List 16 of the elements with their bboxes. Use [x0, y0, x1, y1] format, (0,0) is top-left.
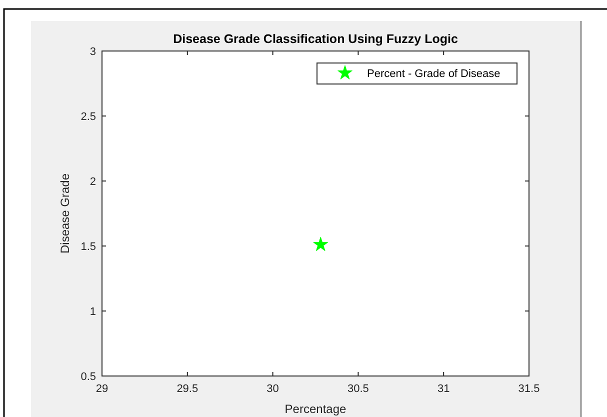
x-tick-label: 29	[96, 383, 108, 395]
x-tick-label: 31.5	[518, 383, 540, 395]
x-axis-title: Percentage	[284, 402, 347, 416]
x-tick-label: 30	[266, 383, 279, 395]
x-tick-label: 30.5	[347, 383, 369, 395]
y-axis-title: Disease Grade	[58, 173, 72, 254]
y-tick-label: 1	[90, 306, 96, 318]
x-tick-label: 29.5	[176, 383, 198, 395]
chart-title: Disease Grade Classification Using Fuzzy Logic	[173, 32, 458, 46]
legend-label: Percent - Grade of Disease	[367, 68, 500, 80]
y-tick-label: 1.5	[80, 241, 96, 253]
x-tick-label: 31	[437, 383, 450, 395]
y-tick-label: 2.5	[80, 111, 96, 123]
y-tick-label: 3	[90, 46, 96, 58]
y-tick-label: 0.5	[80, 371, 96, 383]
y-tick-label: 2	[90, 176, 96, 188]
